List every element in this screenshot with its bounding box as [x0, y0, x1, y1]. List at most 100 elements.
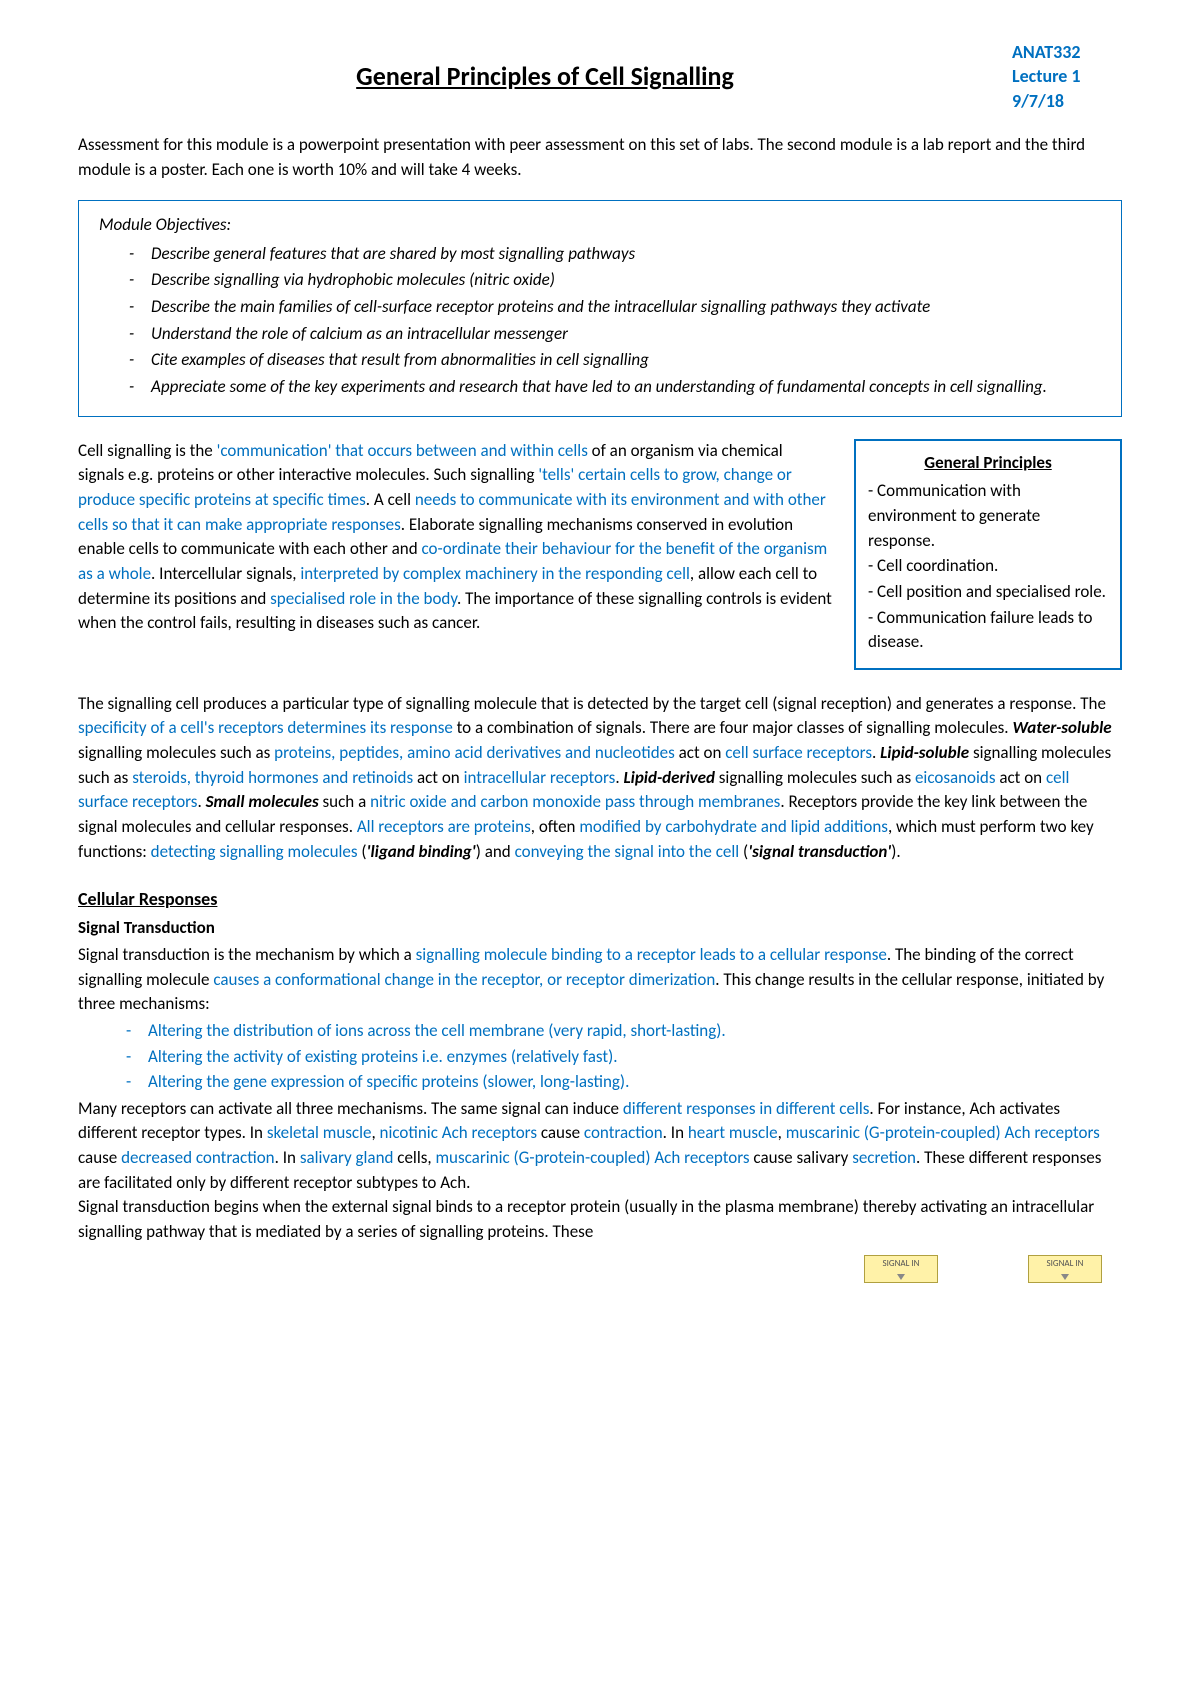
- text: ).: [891, 841, 900, 862]
- course-info: ANAT332 Lecture 1 9/7/18: [1012, 40, 1122, 113]
- text: Signal transduction is the mechanism by …: [78, 944, 416, 965]
- section-heading: Cellular Responses: [78, 886, 1122, 912]
- text: ,: [778, 1122, 786, 1143]
- text: ,: [371, 1122, 379, 1143]
- highlight: specificity of a cell's receptors determ…: [78, 717, 453, 738]
- text: cause salivary: [750, 1147, 853, 1168]
- body-paragraph-3: Signal transduction is the mechanism by …: [78, 943, 1122, 1017]
- term: Lipid-derived: [623, 767, 714, 788]
- principle-item: - Communication with environment to gene…: [868, 479, 1108, 553]
- text: act on: [675, 742, 725, 763]
- two-column-section: Cell signalling is the 'communication' t…: [78, 439, 1122, 670]
- highlight: proteins, peptides, amino acid derivativ…: [274, 742, 675, 763]
- text: Many receptors can activate all three me…: [78, 1098, 623, 1119]
- intro-paragraph: Assessment for this module is a powerpoi…: [78, 133, 1122, 182]
- arrow-down-icon: [897, 1274, 905, 1280]
- highlight: nicotinic Ach receptors: [380, 1122, 537, 1143]
- signal-in-icon: SIGNAL IN: [864, 1255, 938, 1283]
- objectives-list: Describe general features that are share…: [99, 242, 1101, 400]
- objective-item: Appreciate some of the key experiments a…: [129, 375, 1101, 400]
- text: signalling molecules such as: [78, 742, 274, 763]
- page-title: General Principles of Cell Signalling: [78, 58, 1012, 96]
- body-paragraph-1: Cell signalling is the 'communication' t…: [78, 439, 832, 636]
- highlight: decreased contraction: [121, 1147, 275, 1168]
- highlight: 'communication' that occurs between and …: [217, 440, 588, 461]
- principles-title: General Principles: [868, 451, 1108, 476]
- term: 'signal transduction': [748, 841, 891, 862]
- mechanism-item: Altering the distribution of ions across…: [126, 1019, 1122, 1044]
- text: (: [739, 841, 748, 862]
- lecture-date: 9/7/18: [1012, 89, 1122, 113]
- highlight: signalling molecule binding to a recepto…: [416, 944, 887, 965]
- highlight: cell surface receptors: [725, 742, 872, 763]
- text: .: [872, 742, 880, 763]
- arrow-down-icon: [1061, 1274, 1069, 1280]
- text: such a: [319, 791, 370, 812]
- header: General Principles of Cell Signalling AN…: [78, 40, 1122, 113]
- body-paragraph-5: Signal transduction begins when the exte…: [78, 1195, 1122, 1244]
- principles-box: General Principles - Communication with …: [854, 439, 1122, 670]
- text: cause: [78, 1147, 121, 1168]
- principle-item: - Cell position and specialised role.: [868, 580, 1108, 605]
- text: .: [197, 791, 205, 812]
- text: ) and: [476, 841, 515, 862]
- highlight: eicosanoids: [915, 767, 996, 788]
- footer-diagrams: SIGNAL IN SIGNAL IN: [78, 1255, 1122, 1283]
- term: Small molecules: [206, 791, 319, 812]
- text: . In: [663, 1122, 688, 1143]
- highlight: interpreted by complex machinery in the …: [300, 563, 690, 584]
- title-wrap: General Principles of Cell Signalling: [78, 40, 1012, 96]
- highlight: steroids, thyroid hormones and retinoids: [132, 767, 413, 788]
- highlight: detecting signalling molecules: [151, 841, 358, 862]
- highlight: All receptors are proteins: [357, 816, 531, 837]
- text: act on: [996, 767, 1046, 788]
- text: The signalling cell produces a particula…: [78, 693, 1106, 714]
- objectives-box: Module Objectives: Describe general feat…: [78, 200, 1122, 416]
- text: . Intercellular signals,: [151, 563, 300, 584]
- highlight: salivary gland: [300, 1147, 394, 1168]
- highlight: contraction: [584, 1122, 663, 1143]
- text: (: [358, 841, 367, 862]
- highlight: skeletal muscle: [267, 1122, 372, 1143]
- principle-item: - Communication failure leads to disease…: [868, 606, 1108, 655]
- course-code: ANAT332: [1012, 40, 1122, 64]
- objective-item: Describe signalling via hydrophobic mole…: [129, 268, 1101, 293]
- body-paragraph-4: Many receptors can activate all three me…: [78, 1097, 1122, 1196]
- text: cause: [537, 1122, 584, 1143]
- signal-label: SIGNAL IN: [883, 1258, 920, 1269]
- sub-heading: Signal Transduction: [78, 916, 1122, 941]
- highlight: intracellular receptors: [464, 767, 616, 788]
- mechanism-item: Altering the activity of existing protei…: [126, 1045, 1122, 1070]
- signal-label: SIGNAL IN: [1047, 1258, 1084, 1269]
- text: signalling molecules such as: [715, 767, 915, 788]
- objective-item: Cite examples of diseases that result fr…: [129, 348, 1101, 373]
- text: , often: [531, 816, 580, 837]
- body-paragraph-2: The signalling cell produces a particula…: [78, 692, 1122, 864]
- signal-in-icon: SIGNAL IN: [1028, 1255, 1102, 1283]
- highlight: heart muscle: [688, 1122, 778, 1143]
- term: 'ligand binding': [367, 841, 476, 862]
- text: . A cell: [366, 489, 415, 510]
- objectives-heading: Module Objectives:: [99, 213, 1101, 238]
- text: act on: [413, 767, 463, 788]
- cellular-responses-section: Cellular Responses Signal Transduction S…: [78, 886, 1122, 1244]
- text: cells,: [393, 1147, 435, 1168]
- objective-item: Understand the role of calcium as an int…: [129, 322, 1101, 347]
- highlight: nitric oxide and carbon monoxide pass th…: [370, 791, 780, 812]
- text: to a combination of signals. There are f…: [453, 717, 1013, 738]
- highlight: modified by carbohydrate and lipid addit…: [579, 816, 888, 837]
- highlight: muscarinic (G-protein-coupled) Ach recep…: [435, 1147, 749, 1168]
- highlight: different responses in different cells: [623, 1098, 870, 1119]
- text: Cell signalling is the: [78, 440, 217, 461]
- highlight: conveying the signal into the cell: [515, 841, 740, 862]
- text: . In: [275, 1147, 300, 1168]
- principle-item: - Cell coordination.: [868, 554, 1108, 579]
- highlight: muscarinic (G-protein-coupled) Ach recep…: [786, 1122, 1100, 1143]
- mechanism-item: Altering the gene expression of specific…: [126, 1070, 1122, 1095]
- highlight: secretion: [852, 1147, 916, 1168]
- highlight: causes a conformational change in the re…: [213, 969, 715, 990]
- term: Water-soluble: [1012, 717, 1111, 738]
- objective-item: Describe general features that are share…: [129, 242, 1101, 267]
- term: Lipid-soluble: [880, 742, 969, 763]
- mechanism-list: Altering the distribution of ions across…: [78, 1019, 1122, 1095]
